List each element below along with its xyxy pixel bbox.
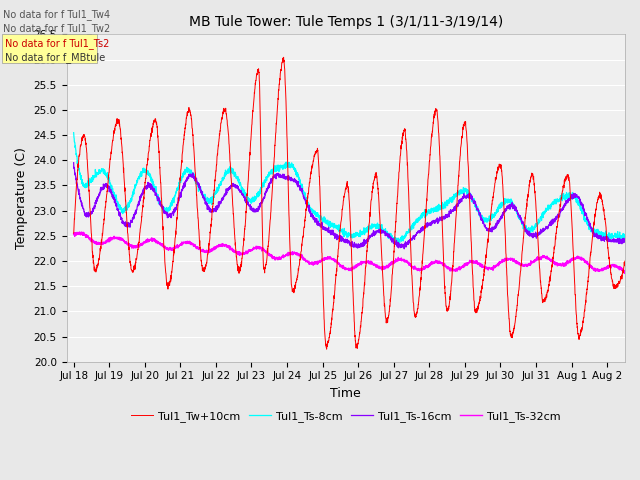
Tul1_Ts-8cm	[305, 204, 313, 209]
Tul1_Ts-16cm	[551, 217, 559, 223]
Tul1_Ts-8cm	[70, 130, 77, 135]
Tul1_Tw+10cm	[551, 239, 559, 244]
Tul1_Ts-8cm	[621, 232, 629, 238]
Tul1_Ts-32cm	[621, 269, 629, 275]
Tul1_Ts-16cm	[132, 207, 140, 213]
Tul1_Tw+10cm	[611, 281, 618, 287]
Tul1_Ts-32cm	[166, 246, 173, 252]
Tul1_Ts-32cm	[70, 231, 77, 237]
Tul1_Ts-8cm	[281, 163, 289, 168]
Line: Tul1_Ts-32cm: Tul1_Ts-32cm	[74, 232, 625, 274]
Tul1_Ts-8cm	[611, 233, 618, 239]
Tul1_Ts-32cm	[282, 252, 289, 258]
Tul1_Ts-16cm	[165, 211, 173, 216]
Tul1_Ts-32cm	[76, 229, 83, 235]
Tul1_Ts-8cm	[394, 240, 402, 246]
Line: Tul1_Ts-16cm: Tul1_Ts-16cm	[74, 163, 625, 249]
Text: No data for f Tul1_Tw2: No data for f Tul1_Tw2	[3, 23, 111, 34]
Legend: Tul1_Tw+10cm, Tul1_Ts-8cm, Tul1_Ts-16cm, Tul1_Ts-32cm: Tul1_Tw+10cm, Tul1_Ts-8cm, Tul1_Ts-16cm,…	[127, 407, 565, 426]
X-axis label: Time: Time	[330, 387, 361, 400]
Tul1_Tw+10cm	[305, 184, 313, 190]
Tul1_Ts-32cm	[305, 262, 313, 267]
Line: Tul1_Tw+10cm: Tul1_Tw+10cm	[74, 57, 625, 349]
Tul1_Ts-16cm	[621, 237, 629, 243]
Tul1_Tw+10cm	[280, 54, 287, 60]
Text: No data for f Tul1_Tw4: No data for f Tul1_Tw4	[3, 9, 110, 20]
Title: MB Tule Tower: Tule Temps 1 (3/1/11-3/19/14): MB Tule Tower: Tule Temps 1 (3/1/11-3/19…	[189, 15, 503, 29]
Tul1_Ts-8cm	[165, 205, 173, 211]
Tul1_Ts-8cm	[551, 201, 559, 206]
Tul1_Ts-32cm	[611, 263, 618, 268]
Tul1_Tw+10cm	[70, 230, 77, 236]
Text: No data for f Tul1_Ts2: No data for f Tul1_Ts2	[5, 37, 109, 48]
Tul1_Ts-16cm	[401, 246, 408, 252]
Line: Tul1_Ts-8cm: Tul1_Ts-8cm	[74, 132, 625, 243]
Text: No data for f_MBtule: No data for f_MBtule	[5, 52, 106, 63]
Tul1_Tw+10cm	[621, 258, 629, 264]
Tul1_Ts-32cm	[551, 260, 559, 266]
Tul1_Ts-16cm	[611, 239, 618, 244]
Tul1_Ts-32cm	[621, 271, 628, 276]
Y-axis label: Temperature (C): Temperature (C)	[15, 147, 28, 249]
Tul1_Ts-16cm	[281, 174, 289, 180]
Tul1_Ts-8cm	[132, 181, 140, 187]
Tul1_Tw+10cm	[282, 82, 289, 88]
Tul1_Tw+10cm	[323, 346, 330, 352]
Tul1_Ts-16cm	[305, 206, 313, 212]
Tul1_Tw+10cm	[165, 282, 173, 288]
Tul1_Ts-32cm	[133, 244, 141, 250]
Tul1_Tw+10cm	[132, 256, 140, 262]
Tul1_Ts-16cm	[70, 160, 77, 166]
